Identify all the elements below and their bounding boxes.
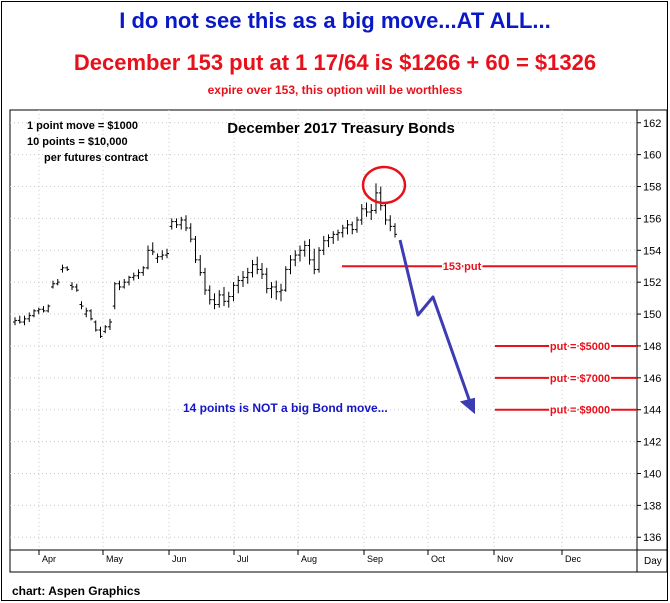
y-tick-label: 156 [643, 213, 661, 225]
level-label: put = $5000 [550, 341, 610, 353]
y-axis-strip [636, 109, 668, 573]
x-tick-label: Oct [431, 554, 446, 564]
x-tick-label: Apr [42, 554, 56, 564]
level-label: put = $7000 [550, 373, 610, 385]
x-tick-label: Dec [565, 554, 582, 564]
y-tick-label: 142 [643, 437, 661, 449]
chart-title: December 2017 Treasury Bonds [227, 120, 455, 137]
y-tick-label: 150 [643, 309, 661, 321]
x-tick-label: Aug [301, 554, 317, 564]
level-label: put = $9000 [550, 405, 610, 417]
headline: I do not see this as a big move...AT ALL… [119, 8, 551, 33]
y-tick-label: 140 [643, 468, 661, 480]
y-tick-label: 158 [643, 182, 661, 194]
subheadline: December 153 put at 1 17/64 is $1266 + 6… [73, 50, 597, 75]
y-tick-label: 138 [643, 500, 661, 512]
high-highlight-circle [361, 165, 407, 205]
y-tick-label: 148 [643, 341, 661, 353]
level-label: 153 put [443, 261, 482, 273]
x-tick-label: May [106, 554, 124, 564]
y-tick-label: 160 [643, 150, 661, 162]
info-line: 1 point move = $1000 [27, 120, 138, 132]
y-tick-label: 146 [643, 373, 661, 385]
x-axis-unit-label: Day [644, 556, 662, 567]
projection-arrow [398, 239, 473, 406]
info-line: 10 points = $10,000 [27, 136, 128, 148]
info-line: per futures contract [44, 152, 148, 164]
y-tick-label: 162 [643, 118, 661, 130]
y-tick-label: 152 [643, 277, 661, 289]
chart-credit: chart: Aspen Graphics [12, 584, 141, 598]
y-tick-label: 144 [643, 405, 661, 417]
x-tick-label: Jul [237, 554, 249, 564]
plot-area [9, 109, 638, 573]
projection-arrowhead [459, 397, 475, 415]
x-tick-label: Sep [367, 554, 383, 564]
note: expire over 153, this option will be wor… [207, 83, 463, 97]
annotation-text: 14 points is NOT a big Bond move... [183, 401, 388, 415]
x-tick-label: Nov [497, 554, 514, 564]
y-tick-label: 136 [643, 532, 661, 544]
x-tick-label: Jun [172, 554, 187, 564]
y-tick-label: 154 [643, 245, 661, 257]
